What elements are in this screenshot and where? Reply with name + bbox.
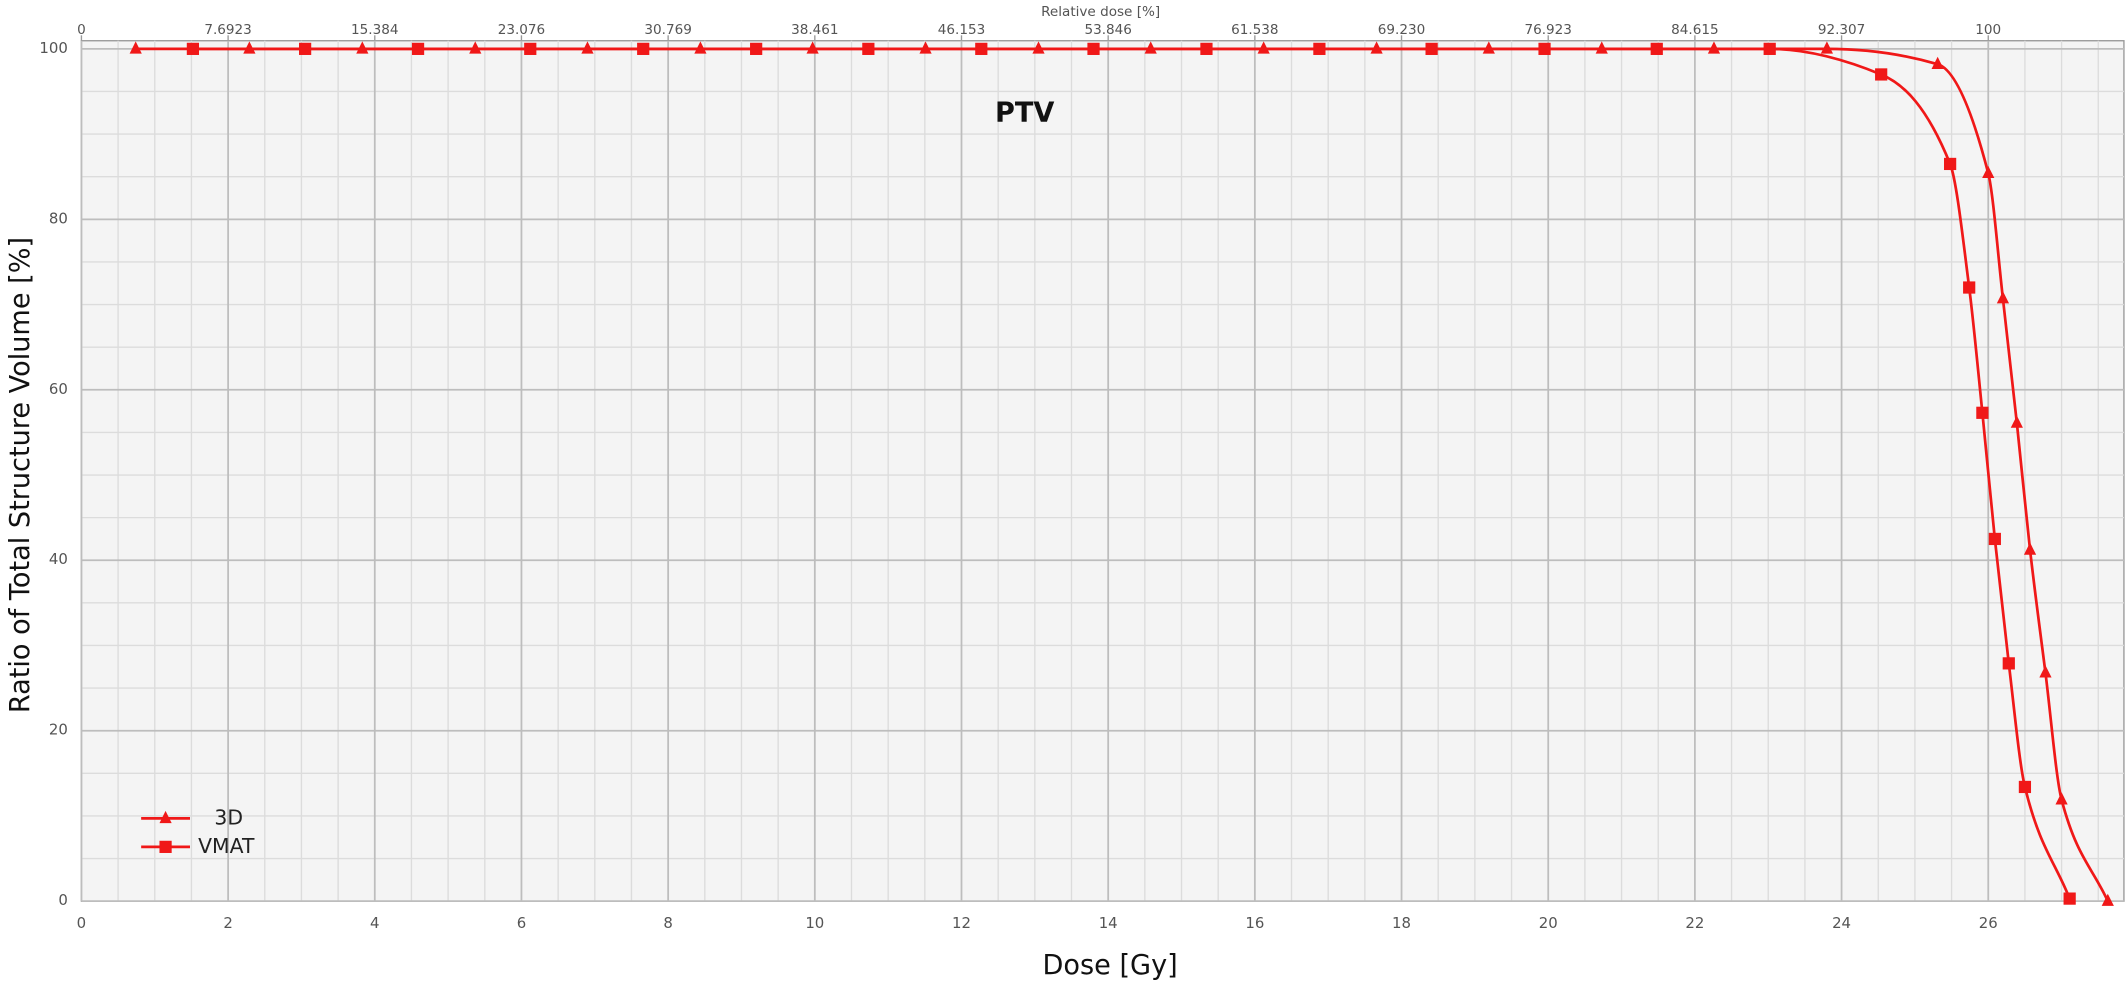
- square-marker: [1087, 42, 1100, 55]
- triangle-marker: [1996, 291, 2010, 304]
- triangle-marker: [129, 41, 142, 54]
- square-marker: [1944, 157, 1957, 171]
- series-line: [192, 47, 2071, 900]
- square-marker: [1963, 281, 1976, 294]
- y-tick-label: 60: [49, 380, 68, 398]
- x-tick-label: 16: [1245, 914, 1264, 932]
- square-marker: [411, 42, 425, 55]
- x-tick-label: 18: [1392, 914, 1411, 932]
- legend-label: 3D: [214, 805, 243, 829]
- x-axis-label: Dose [Gy]: [1043, 950, 1178, 981]
- x2-tick-label: 0: [77, 22, 86, 38]
- square-marker: [750, 42, 763, 55]
- square-marker: [1425, 42, 1438, 55]
- x-tick-label: 10: [805, 914, 824, 932]
- triangle-marker: [2101, 893, 2114, 906]
- square-marker: [1763, 42, 1776, 55]
- x2-tick-label: 92.307: [1818, 22, 1865, 38]
- legend-label: VMAT: [198, 834, 255, 858]
- square-marker: [2002, 657, 2015, 670]
- square-marker: [1650, 42, 1663, 55]
- legend-marker: [159, 840, 172, 853]
- x2-tick-label: 7.6923: [204, 22, 251, 38]
- x2-axis-label: Relative dose [%]: [1041, 4, 1160, 20]
- square-marker: [524, 42, 537, 55]
- x2-tick-label: 84.615: [1671, 22, 1718, 38]
- x-tick-label: 6: [517, 914, 526, 932]
- plot-area: [80, 40, 2125, 902]
- triangle-marker: [1820, 41, 1834, 54]
- x-tick-label: 2: [223, 914, 232, 932]
- x2-tick-label: 15.384: [351, 22, 398, 38]
- triangle-marker: [1982, 165, 1995, 179]
- square-marker: [637, 42, 650, 55]
- x-tick-label: 14: [1099, 914, 1118, 932]
- x-tick-label: 12: [952, 914, 971, 932]
- x2-tick-label: 69.230: [1378, 22, 1425, 38]
- y-tick-label: 80: [49, 209, 68, 227]
- triangle-marker: [2023, 542, 2037, 555]
- x2-tick-label: 76.923: [1524, 22, 1571, 38]
- square-marker: [186, 42, 200, 55]
- triangle-marker: [2010, 415, 2023, 428]
- chart-title: PTV: [995, 98, 1054, 129]
- x-tick-label: 4: [370, 914, 379, 932]
- y-tick-label: 0: [58, 891, 67, 909]
- x-tick-label: 22: [1685, 914, 1704, 932]
- square-marker: [1988, 532, 2001, 546]
- square-marker: [1200, 42, 1213, 55]
- x-tick-label: 26: [1979, 914, 1998, 932]
- x2-tick-label: 53.846: [1084, 22, 1131, 38]
- triangle-marker: [2039, 665, 2052, 678]
- x-tick-label: 0: [77, 914, 86, 932]
- x2-tick-label: 100: [1975, 22, 2001, 38]
- y-tick-label: 40: [49, 550, 68, 568]
- legend-marker: [159, 810, 172, 824]
- square-marker: [1313, 42, 1326, 55]
- square-marker: [1538, 42, 1551, 55]
- x2-tick-label: 46.153: [938, 22, 985, 38]
- square-marker: [2063, 892, 2076, 905]
- x-tick-label: 8: [663, 914, 672, 932]
- square-marker: [975, 42, 988, 55]
- x-tick-label: 20: [1539, 914, 1558, 932]
- square-marker: [1976, 406, 1989, 419]
- x-tick-label: 24: [1832, 914, 1851, 932]
- x2-tick-label: 38.461: [791, 22, 838, 38]
- square-marker: [299, 42, 312, 55]
- triangle-marker: [2055, 792, 2068, 805]
- x2-tick-label: 61.538: [1231, 22, 1278, 38]
- y-tick-label: 100: [39, 39, 67, 57]
- triangle-marker: [1931, 56, 1944, 69]
- y-tick-label: 20: [49, 721, 68, 739]
- x2-tick-label: 30.769: [644, 22, 691, 38]
- square-marker: [1875, 68, 1888, 81]
- square-marker: [862, 42, 875, 55]
- square-marker: [2018, 780, 2032, 794]
- x2-tick-label: 23.076: [498, 22, 545, 38]
- y-axis-label: Ratio of Total Structure Volume [%]: [5, 237, 36, 713]
